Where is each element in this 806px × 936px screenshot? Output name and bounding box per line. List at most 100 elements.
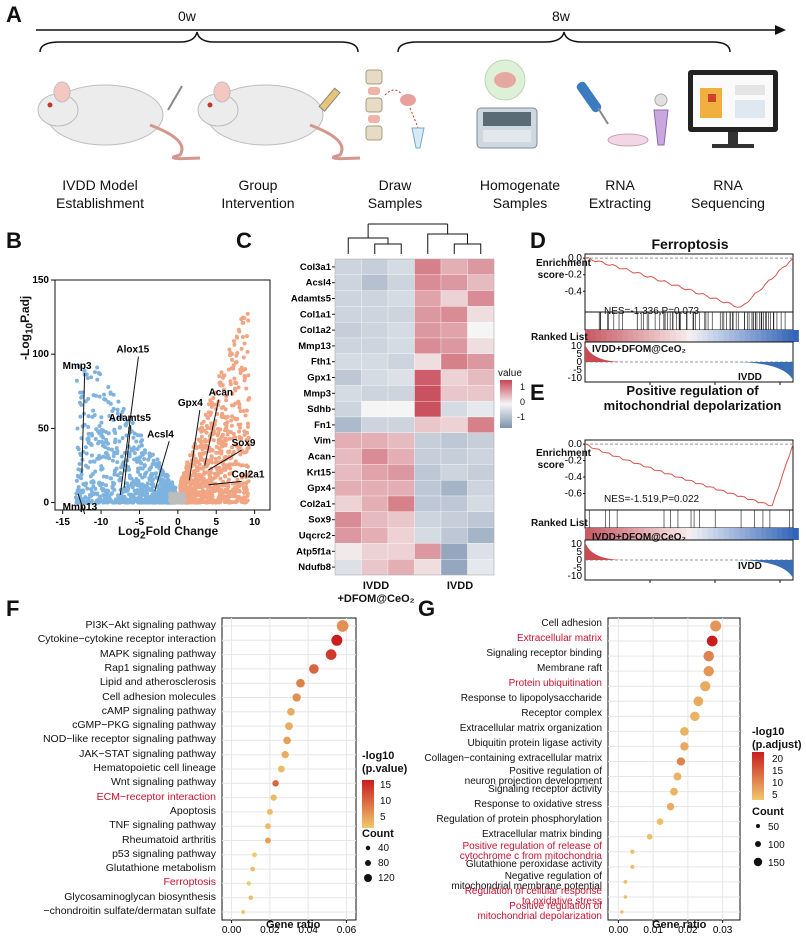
heatmap-cell <box>467 353 495 370</box>
heatmap-group1-line1: IVDD <box>362 580 390 592</box>
heatmap-cell <box>467 322 495 339</box>
gsea-rank-cell <box>601 528 607 540</box>
volcano-point-up <box>242 432 247 437</box>
gsea-rank-cell <box>590 528 597 540</box>
volcano-point-up <box>214 450 219 455</box>
heatmap-row-label: Uqcrc2 <box>299 531 331 542</box>
go-term-label: Receptor complex <box>402 709 602 719</box>
volcano-point-up <box>244 408 249 413</box>
volcano-point-up <box>237 405 242 410</box>
dotplot-point <box>325 649 337 660</box>
heatmap-cell <box>467 337 495 354</box>
go-term-line1: Receptor complex <box>521 708 602 720</box>
volcano-point-down <box>118 476 123 481</box>
volcano-point-down <box>95 500 100 505</box>
volcano-point-up <box>225 432 230 437</box>
gsea-rank-cell <box>713 528 719 540</box>
gsea-xtick: 5000 <box>639 584 662 585</box>
heatmap-cell <box>334 480 362 497</box>
volcano-point-down <box>116 399 121 404</box>
volcano-point-down <box>145 481 150 486</box>
volcano-annotation-line <box>77 493 86 515</box>
volcano-point-down <box>129 448 134 453</box>
volcano-point-down <box>99 499 104 504</box>
volcano-point-up <box>202 428 207 433</box>
volcano-point-down <box>136 469 141 474</box>
go-count-50: 50 <box>768 822 780 833</box>
panel-label-a: A <box>6 2 22 27</box>
heatmap-cell <box>467 559 495 576</box>
volcano-point-up <box>220 383 225 388</box>
heatmap-cell <box>414 337 442 354</box>
heatmap-row-label: Acan <box>308 452 331 463</box>
gsea-rank-cell <box>633 528 639 540</box>
kegg-legend-title-2: (p.value) <box>362 763 408 775</box>
volcano-point-down <box>90 480 95 485</box>
heatmap-cell <box>387 416 415 433</box>
rat-illustration-1 <box>37 81 201 161</box>
volcano-point-up <box>242 373 247 378</box>
gsea-e-title-1: Positive regulation of <box>626 383 759 398</box>
gsea-e-ylabel: Enrichment score <box>536 448 591 472</box>
go-term-label: Membrane raft <box>402 664 602 674</box>
heatmap-cell <box>387 337 415 354</box>
volcano-point-up <box>247 472 252 477</box>
volcano-point-up <box>221 373 226 378</box>
heatmap-row-label: Fth1 <box>311 357 332 368</box>
gsea-rank-head <box>585 542 625 560</box>
gsea-rank-cell <box>649 528 655 540</box>
step-label-3-line2: Samples <box>492 195 548 211</box>
volcano-point-up <box>183 471 188 476</box>
volcano-ytick: 0 <box>43 498 49 509</box>
volcano-point-down <box>149 494 154 499</box>
go-term-line1: Membrane raft <box>536 663 602 675</box>
heatmap-cell <box>334 322 362 339</box>
volcano-point-up <box>232 376 237 381</box>
go-term-label: Response to oxidative stress <box>402 799 602 810</box>
heatmap-cell <box>414 464 442 481</box>
go-term-line1: Signaling receptor activity <box>488 783 602 795</box>
dotplot-size-legend-dot <box>365 860 371 866</box>
volcano-point-down <box>78 414 83 419</box>
volcano-xtick: 0 <box>175 517 181 528</box>
volcano-point-down <box>76 447 81 452</box>
go-legend-tick-5: 5 <box>772 790 778 801</box>
volcano-gene-label: Acan <box>209 388 233 399</box>
volcano-ytick: 50 <box>38 423 50 434</box>
go-term-line1: Negative regulation of <box>504 870 602 882</box>
gsea-rank-cell <box>595 330 602 342</box>
volcano-point-up <box>224 423 229 428</box>
gsea-rank-cell <box>665 528 671 540</box>
gsea-rank-cell <box>766 330 773 342</box>
heatmap-cell <box>440 385 468 402</box>
panel-a-graphic <box>36 25 786 161</box>
volcano-point-up <box>237 435 242 440</box>
volcano-point-down <box>127 452 132 457</box>
dotplot-xtick: 0.03 <box>713 925 733 936</box>
gsea-es-frame <box>584 253 794 313</box>
volcano-xtick: 10 <box>249 517 261 528</box>
heatmap-cell <box>440 464 468 481</box>
volcano-point-down <box>129 492 134 497</box>
volcano-point-down <box>90 472 95 477</box>
volcano-point-up <box>192 488 197 493</box>
volcano-point-down <box>116 500 121 505</box>
volcano-point-up <box>199 421 204 426</box>
gsea-rank-cell <box>750 330 757 342</box>
heatmap-cell <box>414 401 442 418</box>
dotplot-point <box>706 635 718 647</box>
volcano-point-up <box>241 409 246 414</box>
volcano-point-up <box>237 329 242 334</box>
kegg-term-label: PI3K−Akt signaling pathway <box>85 619 216 631</box>
volcano-point-up <box>209 454 214 459</box>
heatmap-cell <box>361 559 389 576</box>
volcano-point-down <box>130 420 135 425</box>
gsea-rank-tick: -5 <box>573 365 582 376</box>
volcano-point-up <box>239 365 244 370</box>
step-label-5: RNA Sequencing <box>658 176 798 212</box>
volcano-point-down <box>106 446 111 451</box>
volcano-point-up <box>245 421 250 426</box>
go-term-line1: Signaling receptor binding <box>486 648 602 660</box>
volcano-point-down <box>111 406 116 411</box>
